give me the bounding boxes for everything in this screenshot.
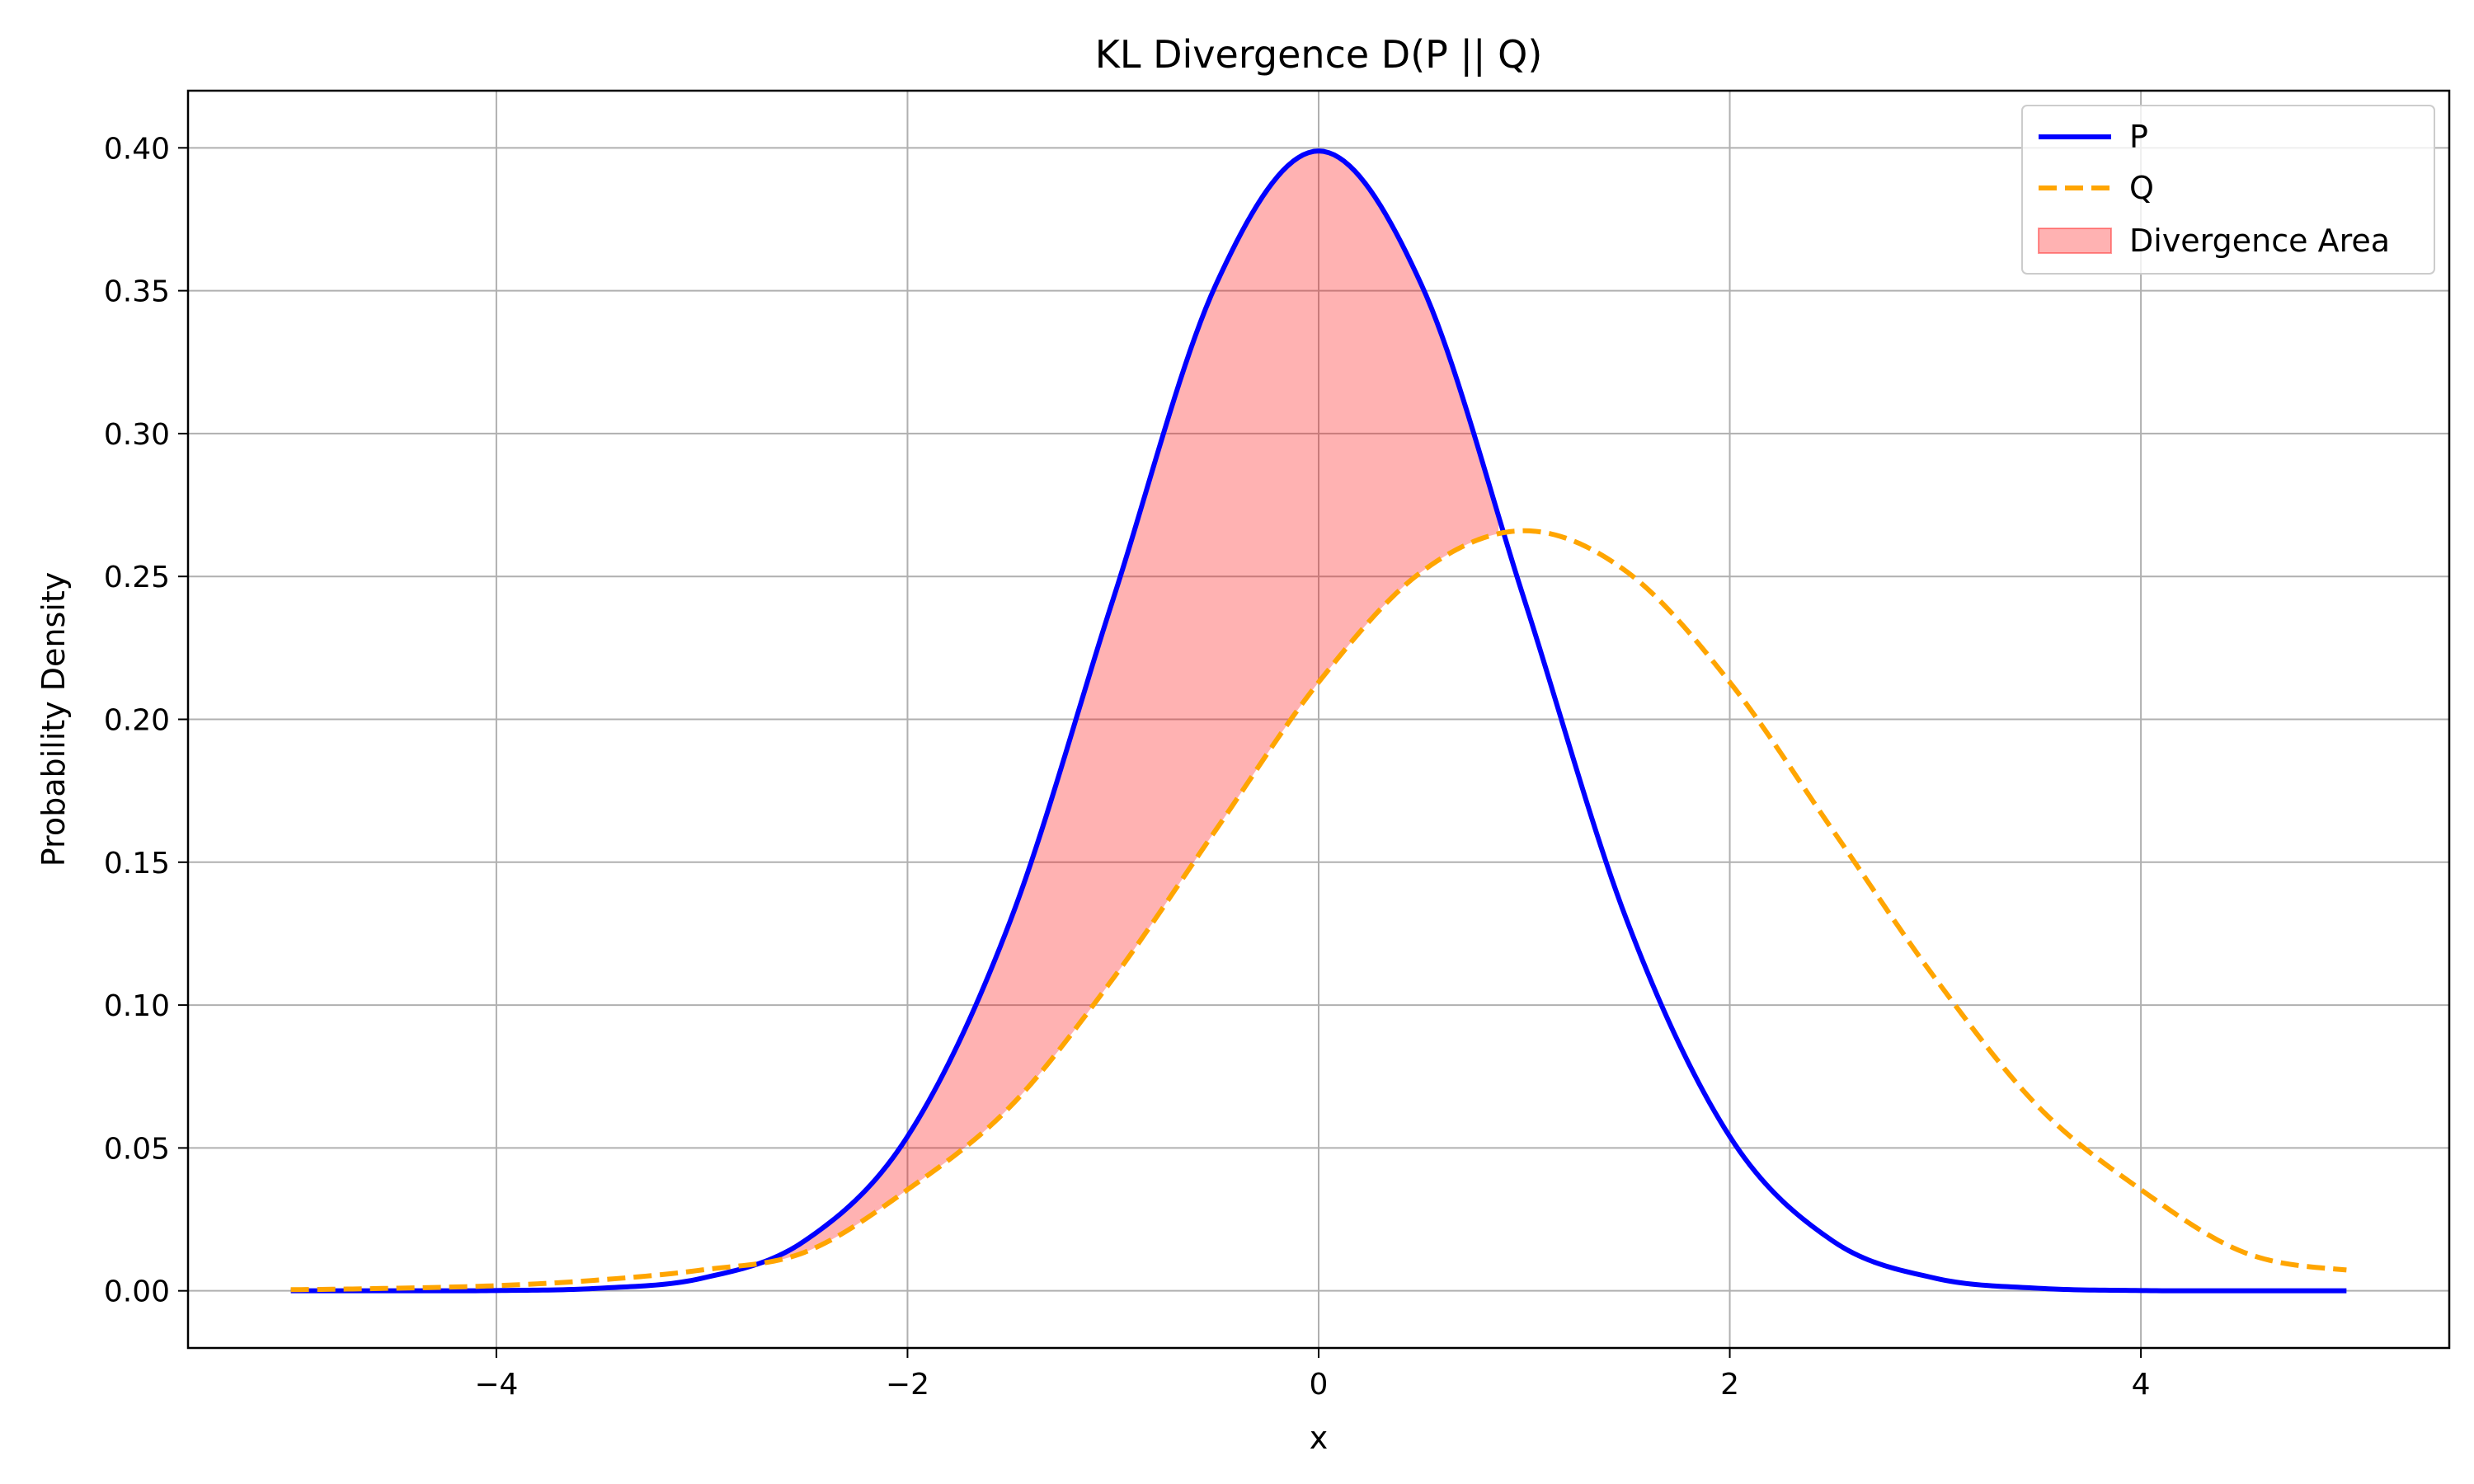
divergence-area [763, 151, 1499, 1263]
divergence-fill-layer [763, 151, 1499, 1263]
chart-title: KL Divergence D(P || Q) [1095, 32, 1543, 77]
y-tick-label: 0.10 [104, 989, 170, 1023]
legend-box [2021, 105, 2435, 275]
y-tick-label: 0.15 [104, 847, 170, 881]
series-lines [290, 148, 2347, 1294]
x-tick-label: 0 [1310, 1368, 1329, 1402]
x-tick-label: 4 [2132, 1368, 2151, 1402]
legend: P Q Divergence Area [2021, 105, 2435, 275]
y-tick-label: 0.40 [104, 132, 170, 166]
legend-p-label: P [2129, 119, 2148, 155]
y-tick-label: 0.25 [104, 561, 170, 594]
series-line-p [290, 148, 2347, 1294]
x-tick-label: −2 [886, 1368, 929, 1402]
grid [188, 91, 2449, 1348]
x-tick-label: −4 [474, 1368, 518, 1402]
x-tick-label: 2 [1720, 1368, 1739, 1402]
x-axis-label: x [1310, 1420, 1329, 1456]
y-tick-label: 0.00 [104, 1275, 170, 1309]
y-tick-label: 0.35 [104, 275, 170, 309]
legend-divergence-swatch [2038, 228, 2112, 254]
y-axis-label: Probability Density [35, 572, 72, 866]
y-axis-ticks: 0.00 0.05 0.10 0.15 0.20 0.25 0.30 0.35 0.40 [104, 132, 188, 1309]
y-tick-label: 0.20 [104, 704, 170, 738]
legend-q-label: Q [2129, 170, 2154, 206]
y-tick-label: 0.05 [104, 1132, 170, 1166]
x-axis-ticks: −4 −2 0 2 4 [474, 1348, 2151, 1402]
legend-divergence-label: Divergence Area [2129, 223, 2390, 259]
series-line-q [290, 528, 2347, 1293]
y-tick-label: 0.30 [104, 418, 170, 452]
